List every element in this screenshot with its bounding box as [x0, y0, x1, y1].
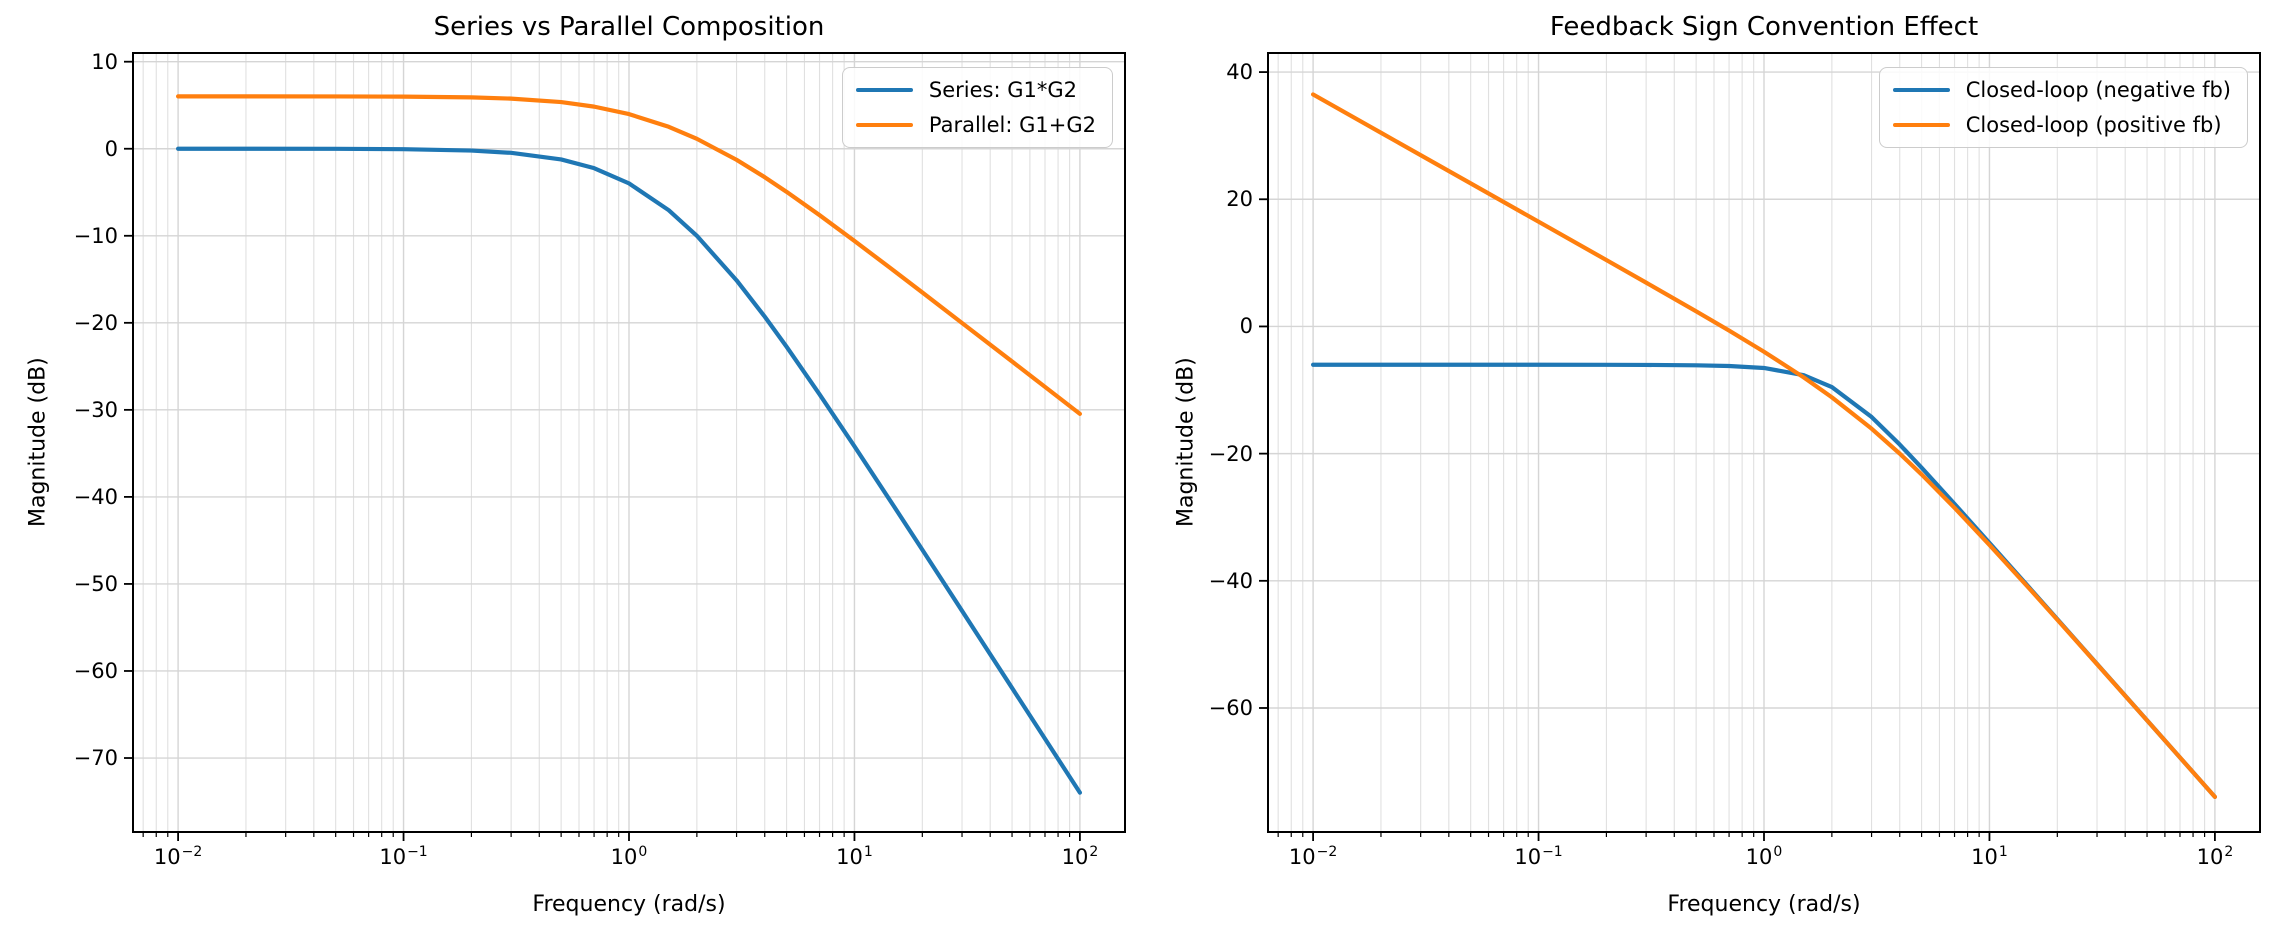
- legend-line-swatch: [855, 122, 913, 128]
- x-tick-base: 10: [153, 845, 181, 869]
- x-tick-exponent: 0: [638, 844, 648, 860]
- x-tick-exponent: −1: [1542, 844, 1563, 860]
- legend-entry-label: Series: G1*G2: [928, 78, 1077, 102]
- x-tick-label: 10−2: [153, 844, 203, 869]
- x-tick-label: 101: [1971, 844, 2008, 869]
- right-x-axis-label: Frequency (rad/s): [1667, 892, 1861, 917]
- x-tick-label: 102: [2196, 844, 2234, 869]
- y-tick-label: 40: [1226, 60, 1253, 85]
- x-tick-label: 102: [1061, 844, 1099, 869]
- legend-entry-label: Closed-loop (positive fb): [1965, 113, 2222, 137]
- legend-entry: Closed-loop (negative fb): [1892, 78, 2231, 102]
- x-tick-base: 10: [1745, 845, 1773, 869]
- y-tick-label: 0: [1239, 314, 1253, 339]
- y-tick-label: −50: [73, 571, 118, 596]
- y-tick-label: 0: [104, 136, 118, 161]
- x-tick-exponent: 2: [1089, 844, 1099, 860]
- series-curve: [175, 94, 1083, 416]
- x-tick-exponent: 2: [2224, 844, 2234, 860]
- x-tick-exponent: −2: [1316, 844, 1338, 860]
- x-tick-base: 10: [2196, 845, 2224, 869]
- x-tick-label: 100: [610, 844, 648, 869]
- series-curve: [1310, 92, 2218, 800]
- x-tick-exponent: 1: [1998, 844, 2008, 860]
- legend-entry: Series: G1*G2: [855, 78, 1096, 102]
- x-tick-base: 10: [1288, 845, 1316, 869]
- left-plot-title: Series vs Parallel Composition: [433, 12, 825, 42]
- axes-spines: [1267, 52, 2261, 833]
- legend: Series: G1*G2 Parallel: G1+G2: [841, 67, 1113, 148]
- legend-line-swatch: [1892, 122, 1950, 128]
- x-tick-label: 10−1: [379, 844, 428, 869]
- y-tick-label: −10: [73, 223, 118, 248]
- x-tick-exponent: 0: [1773, 844, 1783, 860]
- left-y-axis-label: Magnitude (dB): [25, 357, 51, 528]
- x-tick-base: 10: [1971, 845, 1998, 869]
- x-tick-label: 100: [1745, 844, 1783, 869]
- y-tick-label: −60: [1208, 695, 1253, 720]
- x-tick-exponent: −2: [181, 844, 203, 860]
- left-x-axis-label: Frequency (rad/s): [532, 892, 726, 917]
- x-tick-base: 10: [610, 845, 638, 869]
- legend-line-swatch: [1892, 87, 1950, 93]
- y-tick-label: −30: [73, 397, 118, 422]
- x-tick-exponent: −1: [407, 844, 428, 860]
- x-tick-base: 10: [379, 845, 407, 869]
- y-tick-label: 20: [1226, 187, 1253, 212]
- y-tick-label: 10: [91, 49, 118, 74]
- x-tick-exponent: 1: [863, 844, 873, 860]
- x-tick-label: 10−1: [1514, 844, 1563, 869]
- axes-spines: [132, 52, 1126, 833]
- y-tick-label: −40: [73, 484, 118, 509]
- y-tick-label: −70: [73, 746, 118, 771]
- legend-entry: Parallel: G1+G2: [855, 113, 1096, 137]
- legend-entry-label: Closed-loop (negative fb): [1965, 78, 2231, 102]
- y-tick-label: −60: [73, 658, 118, 683]
- y-tick-label: −40: [1208, 568, 1253, 593]
- legend: Closed-loop (negative fb) Closed-loop (po…: [1878, 67, 2248, 148]
- y-tick-label: −20: [73, 310, 118, 335]
- x-tick-label: 10−2: [1288, 844, 1338, 869]
- legend-entry-label: Parallel: G1+G2: [928, 113, 1096, 137]
- x-tick-base: 10: [1061, 845, 1089, 869]
- y-tick-label: −20: [1208, 441, 1253, 466]
- legend-line-swatch: [855, 87, 913, 93]
- x-tick-base: 10: [836, 845, 863, 869]
- right-plot-title: Feedback Sign Convention Effect: [1549, 12, 1979, 42]
- legend-entry: Closed-loop (positive fb): [1892, 113, 2231, 137]
- x-tick-label: 101: [836, 844, 873, 869]
- x-tick-base: 10: [1514, 845, 1542, 869]
- series-curve: [175, 146, 1083, 795]
